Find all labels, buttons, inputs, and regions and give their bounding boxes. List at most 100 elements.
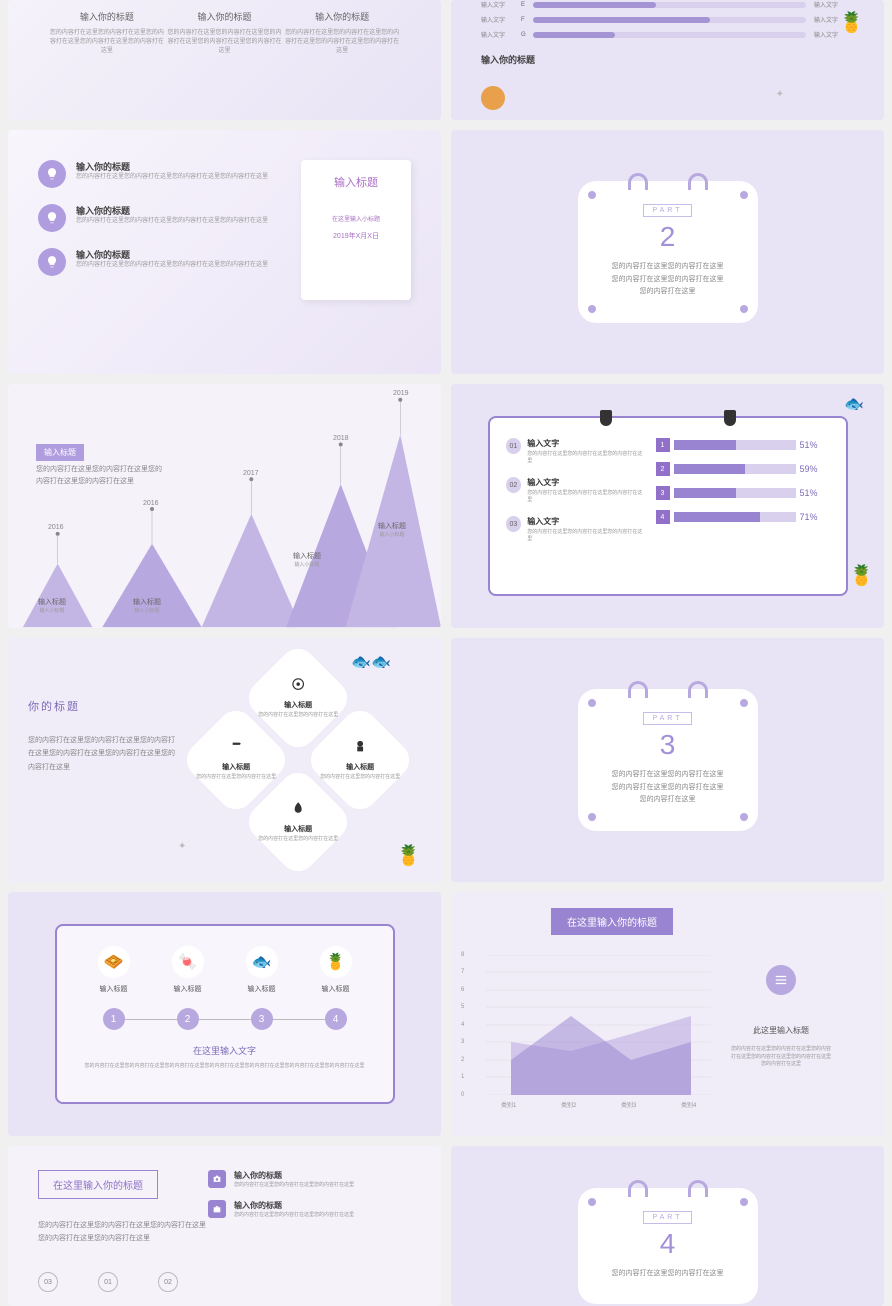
x-axis-label: 类别3 bbox=[621, 1100, 636, 1109]
section-title: 你的标题 bbox=[28, 698, 178, 714]
clipboard: 01输入文字您的内容打在这里您的内容打在这里您的内容打在这里 02输入文字您的内… bbox=[488, 416, 848, 596]
corner-dot-icon bbox=[740, 1198, 748, 1206]
waffle-icon: 🧇 bbox=[98, 946, 130, 978]
mountain-label: 输入标题输入小标题 bbox=[133, 597, 161, 614]
step-circle: 2 bbox=[177, 1008, 199, 1030]
corner-dot-icon bbox=[588, 813, 596, 821]
item-title: 输入你的标题 bbox=[76, 248, 268, 261]
item-title: 输入你的标题 bbox=[234, 1200, 354, 1211]
part-text: 您的内容打在这里 bbox=[598, 286, 738, 299]
bulb-icon bbox=[38, 204, 66, 232]
slide-7-diamonds: 🐟🐟 🍍 ✦ 你的标题 您的内容打在这里您的内容打在这里您的内容打在这里您的内容… bbox=[8, 638, 441, 882]
bar-fill bbox=[674, 488, 736, 498]
bar-number: 4 bbox=[656, 510, 670, 524]
step-number: 03 bbox=[506, 516, 522, 532]
camera-icon bbox=[208, 1170, 226, 1188]
bar-letter: E bbox=[521, 2, 533, 8]
x-axis-label: 类别1 bbox=[501, 1100, 516, 1109]
slide-5-mountains: 输入标题 您的内容打在这里您的内容打在这里您的内容打在这里您的内容打在这里 20… bbox=[8, 384, 441, 628]
year-label: 2016 bbox=[48, 524, 64, 531]
bulb-icon bbox=[38, 160, 66, 188]
slide-10-area-chart: 在这里输入你的标题 876543210 类别1 类别2 类别3 类别4 此这里输… bbox=[451, 892, 884, 1136]
fish-icon: 🐟 bbox=[246, 946, 278, 978]
slide-3-bulb-list: 输入你的标题您的内容打在这里您的内容打在这里您的内容打在这里您的内容打在这里 输… bbox=[8, 130, 441, 374]
icon-label: 输入标题 bbox=[246, 984, 278, 994]
item-title: 输入你的标题 bbox=[76, 160, 268, 173]
title-card: 输入标题 在这里输入小标题 2019年X月X日 bbox=[301, 160, 411, 300]
item-title: 输入你的标题 bbox=[234, 1170, 354, 1181]
row-title: 输入文字 bbox=[527, 516, 645, 527]
bottom-text: 您的内容打在这里您的内容打在这里您的内容打在这里您的内容打在这里您的内容打在这里… bbox=[77, 1063, 373, 1070]
part-text: 您的内容打在这里您的内容打在这里 bbox=[598, 274, 738, 287]
col-text: 您的内容打在这里您的内容打在这里您的内容打在这里您的内容打在这里您的内容打在这里 bbox=[283, 29, 401, 56]
step-number: 01 bbox=[506, 438, 522, 454]
part-text: 您的内容打在这里您的内容打在这里 bbox=[598, 1268, 738, 1281]
leaf-icon bbox=[291, 801, 305, 815]
col-title: 输入你的标题 bbox=[48, 10, 166, 23]
part-card: PART 2 您的内容打在这里您的内容打在这里 您的内容打在这里您的内容打在这里… bbox=[578, 181, 758, 323]
row-title: 输入文字 bbox=[527, 438, 645, 449]
section-text: 您的内容打在这里您的内容打在这里您的内容打在这里您的内容打在这里您的内容打在这里… bbox=[28, 734, 178, 774]
pineapple-icon: 🍍 bbox=[849, 563, 874, 588]
mountain-label: 输入标题输入小标题 bbox=[293, 551, 321, 568]
head-icon bbox=[353, 739, 367, 753]
part-card: PART 3 您的内容打在这里您的内容打在这里 您的内容打在这里您的内容打在这里… bbox=[578, 689, 758, 831]
bar-track bbox=[533, 17, 806, 23]
corner-dot-icon bbox=[588, 305, 596, 313]
row-text: 您的内容打在这里您的内容打在这里您的内容打在这里 bbox=[527, 529, 645, 543]
corner-dot-icon bbox=[740, 699, 748, 707]
bar-label: 输入文字 bbox=[481, 0, 521, 9]
step-dot: 03 bbox=[38, 1272, 58, 1292]
bar-percent: 71% bbox=[800, 512, 830, 522]
bar-number: 3 bbox=[656, 486, 670, 500]
slide-8-part-3: IC 千库网588ku.com PART 3 您的内容打在这里您的内容打在这里 … bbox=[451, 638, 884, 882]
bar-track bbox=[533, 2, 806, 8]
item-text: 您的内容打在这里您的内容打在这里您的内容打在这里您的内容打在这里 bbox=[76, 217, 268, 225]
part-text: 您的内容打在这里您的内容打在这里 bbox=[598, 769, 738, 782]
bar-track bbox=[674, 488, 796, 498]
bar-label: 输入文字 bbox=[481, 30, 521, 39]
corner-dot-icon bbox=[588, 1198, 596, 1206]
mountain-chart bbox=[8, 384, 441, 628]
slide-2-bars: 输入文字E输入文字 输入文字F输入文字 输入文字G输入文字 输入你的标题 🍍 ✦ bbox=[451, 0, 884, 120]
bar-track bbox=[674, 512, 796, 522]
row-title: 输入文字 bbox=[527, 477, 645, 488]
part-number: 4 bbox=[598, 1228, 738, 1260]
bar-track bbox=[533, 32, 806, 38]
bar-fill bbox=[533, 17, 710, 23]
section-title: 输入你的标题 bbox=[481, 53, 854, 66]
side-text: 您的内容打在这里您的内容打在这里您的内容打在这里您的内容打在这里您的内容打在这里… bbox=[731, 1046, 831, 1069]
card-date: 2019年X月X日 bbox=[311, 231, 401, 241]
col-text: 您的内容打在这里您的内容打在这里您的内容打在这里您的内容打在这里您的内容打在这里 bbox=[48, 29, 166, 56]
pineapple-icon: 🍍 bbox=[320, 946, 352, 978]
part-label: PART bbox=[643, 712, 691, 725]
bar-percent: 51% bbox=[800, 488, 830, 498]
bar-number: 1 bbox=[656, 438, 670, 452]
side-title: 此这里输入标题 bbox=[731, 1025, 831, 1036]
part-number: 3 bbox=[598, 729, 738, 761]
bar-fill bbox=[533, 32, 615, 38]
area-chart: 876543210 类别1 类别2 类别3 类别4 bbox=[471, 955, 711, 1095]
x-axis-label: 类别2 bbox=[561, 1100, 576, 1109]
row-text: 您的内容打在这里您的内容打在这里您的内容打在这里 bbox=[527, 490, 645, 504]
slide-1-three-columns: 输入你的标题您的内容打在这里您的内容打在这里您的内容打在这里您的内容打在这里您的… bbox=[8, 0, 441, 120]
pineapple-icon: 🍍 bbox=[839, 10, 864, 35]
corner-dot-icon bbox=[740, 813, 748, 821]
signpost-icon bbox=[229, 739, 243, 753]
bulb-icon bbox=[38, 248, 66, 276]
corner-dot-icon bbox=[740, 305, 748, 313]
title-box: 在这里输入你的标题 bbox=[38, 1170, 158, 1199]
clip-icon bbox=[724, 410, 736, 426]
icons-card: 🧇输入标题 🍬输入标题 🐟输入标题 🍍输入标题 1 2 3 4 在这里输入文字 … bbox=[55, 924, 395, 1104]
slide-6-clipboard-bars: 🐟 🍍 01输入文字您的内容打在这里您的内容打在这里您的内容打在这里 02输入文… bbox=[451, 384, 884, 628]
slide-11-title-list: 在这里输入你的标题 您的内容打在这里您的内容打在这里您的内容打在这里您的内容打在… bbox=[8, 1146, 441, 1306]
year-label: 2019 bbox=[393, 390, 409, 397]
corner-dot-icon bbox=[740, 191, 748, 199]
part-card: PART 4 您的内容打在这里您的内容打在这里 bbox=[578, 1188, 758, 1305]
part-label: PART bbox=[643, 204, 691, 217]
slide-9-icons-steps: 🧇输入标题 🍬输入标题 🐟输入标题 🍍输入标题 1 2 3 4 在这里输入文字 … bbox=[8, 892, 441, 1136]
item-text: 您的内容打在这里您的内容打在这里您的内容打在这里您的内容打在这里 bbox=[76, 173, 268, 181]
year-label: 2016 bbox=[143, 500, 159, 507]
briefcase-icon bbox=[208, 1200, 226, 1218]
step-dot: 01 bbox=[98, 1272, 118, 1292]
